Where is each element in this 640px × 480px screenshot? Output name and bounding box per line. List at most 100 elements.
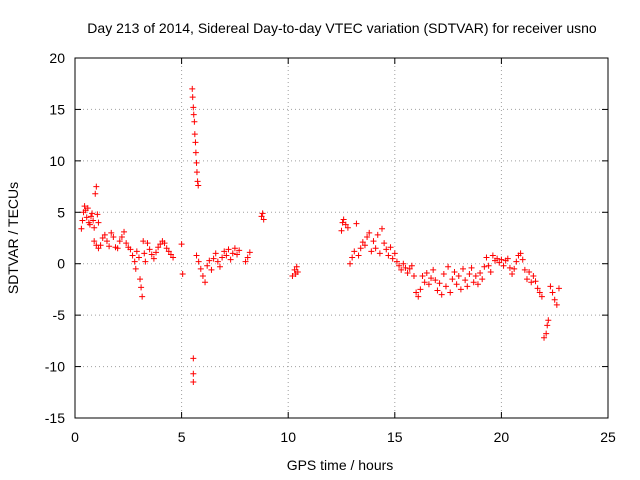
data-point bbox=[351, 248, 358, 255]
data-point bbox=[379, 225, 386, 232]
y-tick-labels: -15 -10 -5 0 5 10 15 20 bbox=[45, 50, 65, 426]
data-point bbox=[191, 118, 198, 125]
data-point bbox=[216, 263, 223, 270]
data-point bbox=[398, 266, 405, 273]
data-point bbox=[229, 250, 236, 257]
data-point bbox=[366, 229, 373, 236]
data-point bbox=[223, 252, 230, 259]
data-point bbox=[204, 262, 211, 269]
data-point bbox=[551, 296, 558, 303]
data-point bbox=[534, 285, 541, 292]
data-point bbox=[289, 273, 296, 280]
data-point bbox=[227, 256, 234, 263]
data-point bbox=[545, 317, 552, 324]
data-point bbox=[526, 268, 533, 275]
data-point bbox=[359, 239, 366, 246]
data-point bbox=[555, 285, 562, 292]
data-point bbox=[479, 276, 486, 283]
y-tick-label: 0 bbox=[57, 256, 65, 272]
data-point bbox=[129, 252, 136, 259]
data-point bbox=[470, 279, 477, 286]
data-point bbox=[423, 269, 430, 276]
data-point bbox=[353, 220, 360, 227]
data-point bbox=[511, 265, 518, 272]
data-point bbox=[199, 273, 206, 280]
data-point bbox=[189, 85, 196, 92]
data-point bbox=[94, 211, 101, 218]
data-point bbox=[344, 224, 351, 231]
data-point bbox=[538, 293, 545, 300]
data-point bbox=[347, 260, 354, 267]
data-point bbox=[364, 233, 371, 240]
data-point bbox=[242, 258, 249, 265]
data-point bbox=[425, 281, 432, 288]
data-point bbox=[447, 289, 454, 296]
y-tick-label: -10 bbox=[45, 359, 65, 375]
data-point bbox=[532, 278, 539, 285]
data-point bbox=[504, 255, 511, 262]
data-point bbox=[339, 219, 346, 226]
plot-frame bbox=[74, 57, 609, 419]
data-point bbox=[393, 258, 400, 265]
data-point bbox=[157, 241, 164, 248]
data-point bbox=[402, 264, 409, 271]
data-point bbox=[190, 111, 197, 118]
data-point bbox=[519, 256, 526, 263]
data-point bbox=[410, 273, 417, 280]
data-point bbox=[95, 219, 102, 226]
data-point bbox=[161, 240, 168, 247]
data-point bbox=[101, 231, 108, 238]
data-point bbox=[81, 203, 88, 210]
data-point bbox=[260, 216, 267, 223]
data-point bbox=[385, 252, 392, 259]
data-point bbox=[544, 322, 551, 329]
data-point bbox=[197, 265, 204, 272]
data-point bbox=[259, 210, 266, 217]
data-point bbox=[400, 260, 407, 267]
data-point bbox=[206, 257, 213, 264]
data-point bbox=[121, 228, 128, 235]
data-point bbox=[141, 250, 148, 257]
data-point bbox=[517, 250, 524, 257]
data-point bbox=[438, 291, 445, 298]
data-point bbox=[91, 238, 98, 245]
data-point bbox=[464, 283, 471, 290]
data-point bbox=[118, 233, 125, 240]
data-point bbox=[549, 289, 556, 296]
data-point bbox=[506, 264, 513, 271]
chart-title: Day 213 of 2014, Sidereal Day-to-day VTE… bbox=[87, 20, 597, 36]
data-point bbox=[153, 249, 160, 256]
data-point bbox=[389, 255, 396, 262]
data-point bbox=[509, 271, 516, 277]
data-point bbox=[190, 104, 197, 111]
data-point bbox=[246, 249, 253, 256]
data-point bbox=[189, 94, 196, 101]
data-point bbox=[472, 273, 479, 280]
data-point bbox=[91, 224, 98, 231]
data-point bbox=[116, 238, 123, 245]
data-point bbox=[87, 213, 94, 220]
data-point bbox=[487, 268, 494, 275]
x-axis-label: GPS time / hours bbox=[287, 457, 394, 473]
data-point bbox=[192, 139, 199, 146]
data-point bbox=[132, 265, 139, 272]
data-point bbox=[190, 379, 197, 385]
y-tick-label: -15 bbox=[45, 410, 65, 426]
data-point bbox=[244, 254, 251, 261]
data-point bbox=[436, 280, 443, 287]
data-point bbox=[372, 245, 379, 252]
data-point bbox=[202, 279, 209, 286]
data-point bbox=[148, 251, 155, 258]
data-point bbox=[541, 334, 548, 341]
data-point bbox=[408, 262, 415, 269]
data-points bbox=[78, 85, 562, 385]
data-point bbox=[165, 248, 172, 255]
data-point bbox=[99, 235, 106, 241]
data-point bbox=[212, 250, 219, 257]
data-point bbox=[219, 254, 226, 261]
data-point bbox=[442, 283, 449, 290]
data-point bbox=[179, 271, 186, 277]
x-tick-label: 10 bbox=[280, 429, 296, 445]
data-point bbox=[89, 210, 96, 217]
